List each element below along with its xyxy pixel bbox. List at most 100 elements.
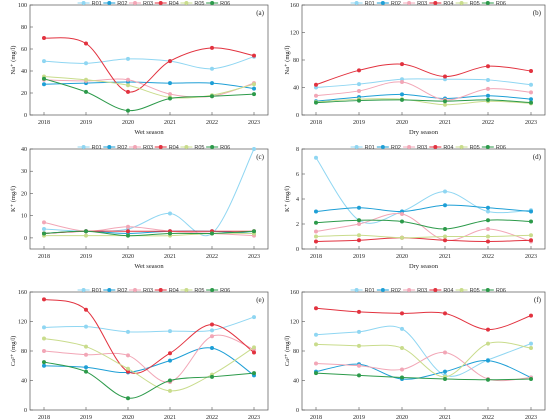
y-axis-label: K⁺ (mg/l) — [10, 186, 17, 212]
chart-panel-2: 0 40 80 120 160 2018 2019 2020 2021 2022 2023 Dry s… — [284, 1, 546, 136]
x-tick-label: 2022 — [482, 415, 494, 419]
x-tick-label: 2021 — [164, 120, 176, 126]
x-tick-label: 2018 — [38, 120, 50, 126]
data-point-r04 — [42, 297, 46, 302]
legend-label-r02: R02 — [391, 288, 401, 294]
data-point-r06 — [252, 371, 256, 376]
data-point-r05 — [486, 234, 490, 239]
legend-label-r05: R05 — [194, 145, 204, 151]
x-tick-label: 2023 — [525, 120, 537, 126]
data-point-r03 — [357, 88, 361, 93]
data-point-r02 — [210, 81, 214, 86]
legend-label-r05: R05 — [194, 288, 204, 294]
plot-frame — [301, 291, 546, 411]
data-point-r01 — [529, 82, 533, 87]
legend-label-r02: R02 — [117, 1, 127, 7]
data-point-r01 — [443, 189, 447, 194]
legend-label-r04: R04 — [443, 1, 453, 7]
x-tick-label: 2022 — [482, 254, 494, 260]
data-point-r02 — [210, 346, 214, 351]
x-axis-label: Dry season — [409, 263, 439, 270]
data-point-r05 — [126, 83, 130, 88]
data-point-r01 — [252, 315, 256, 320]
data-point-r04 — [486, 327, 490, 332]
data-point-r06 — [443, 99, 447, 104]
legend-marker-r05 — [459, 145, 464, 149]
data-point-r05 — [168, 388, 172, 393]
data-point-r06 — [400, 375, 404, 380]
x-tick-label: 2019 — [353, 120, 365, 126]
data-point-r01 — [42, 59, 46, 64]
legend-marker-r06 — [210, 1, 215, 5]
legend-marker-r05 — [184, 145, 189, 149]
data-point-r04 — [126, 229, 130, 234]
legend-marker-r03 — [133, 145, 138, 149]
data-point-r02 — [357, 205, 361, 210]
y-tick-label: 20 — [21, 91, 27, 97]
panel-tag: (c) — [256, 153, 264, 161]
y-tick-label: 40 — [21, 69, 27, 75]
legend-label-r03: R03 — [143, 145, 153, 151]
legend-marker-r05 — [184, 1, 189, 5]
legend-label-r01: R01 — [92, 145, 102, 151]
data-point-r06 — [42, 360, 46, 365]
data-point-r04 — [210, 45, 214, 50]
data-point-r04 — [529, 69, 533, 73]
y-axis-label: Na⁺ (mg/l) — [10, 46, 17, 75]
y-tick-label: 0 — [24, 236, 27, 242]
data-point-r06 — [357, 373, 361, 378]
data-point-r04 — [443, 74, 447, 79]
data-point-r04 — [357, 309, 361, 314]
data-point-r05 — [126, 366, 130, 371]
chart-panel-3: 0 10 20 30 40 2018 2019 2020 2021 2022 2023 Wet sea… — [10, 145, 269, 270]
x-tick-label: 2021 — [164, 254, 176, 260]
x-tick-label: 2018 — [38, 254, 50, 260]
series-line-r05 — [43, 337, 255, 392]
data-point-r01 — [210, 66, 214, 71]
y-tick-label: 120 — [18, 320, 27, 326]
legend-marker-r05 — [459, 288, 464, 292]
y-axis-label: Ca²⁺ (mg/l) — [10, 336, 17, 366]
series-line-r03 — [315, 81, 532, 101]
x-tick-label: 2020 — [122, 120, 134, 126]
data-point-r04 — [252, 53, 256, 58]
x-tick-label: 2019 — [80, 415, 92, 419]
x-tick-label: 2023 — [248, 254, 260, 260]
data-point-r04 — [126, 369, 130, 374]
data-point-r05 — [314, 234, 318, 239]
data-point-r03 — [400, 80, 404, 84]
x-tick-label: 2022 — [206, 120, 218, 126]
data-point-r06 — [314, 100, 318, 105]
plot-frame — [29, 4, 269, 116]
legend-label-r02: R02 — [391, 1, 401, 7]
legend-marker-r05 — [184, 288, 189, 292]
y-tick-label: 10 — [21, 214, 27, 220]
data-point-r02 — [486, 358, 490, 363]
data-point-r02 — [314, 209, 318, 214]
data-point-r01 — [42, 325, 46, 330]
data-point-r06 — [252, 92, 256, 97]
panel-tag: (a) — [256, 9, 264, 17]
data-point-r03 — [314, 93, 318, 98]
plot-frame — [301, 148, 546, 250]
series-line-r01 — [315, 325, 532, 377]
data-point-r05 — [84, 77, 88, 82]
data-point-r06 — [252, 229, 256, 234]
data-point-r03 — [126, 77, 130, 82]
plot-frame — [29, 148, 269, 250]
data-point-r02 — [400, 92, 404, 97]
data-point-r02 — [529, 97, 533, 102]
legend-label-r03: R03 — [143, 288, 153, 294]
x-tick-label: 2018 — [38, 415, 50, 419]
data-point-r01 — [210, 328, 214, 333]
data-point-r04 — [443, 311, 447, 316]
data-point-r04 — [529, 313, 533, 318]
series-line-r01 — [315, 78, 532, 88]
y-tick-label: 60 — [21, 47, 27, 53]
series-line-r05 — [315, 341, 532, 378]
plot-frame — [29, 291, 269, 411]
data-point-r01 — [126, 329, 130, 334]
y-tick-label: 160 — [18, 290, 27, 296]
legend-label-r04: R04 — [443, 145, 453, 151]
data-point-r01 — [357, 82, 361, 87]
